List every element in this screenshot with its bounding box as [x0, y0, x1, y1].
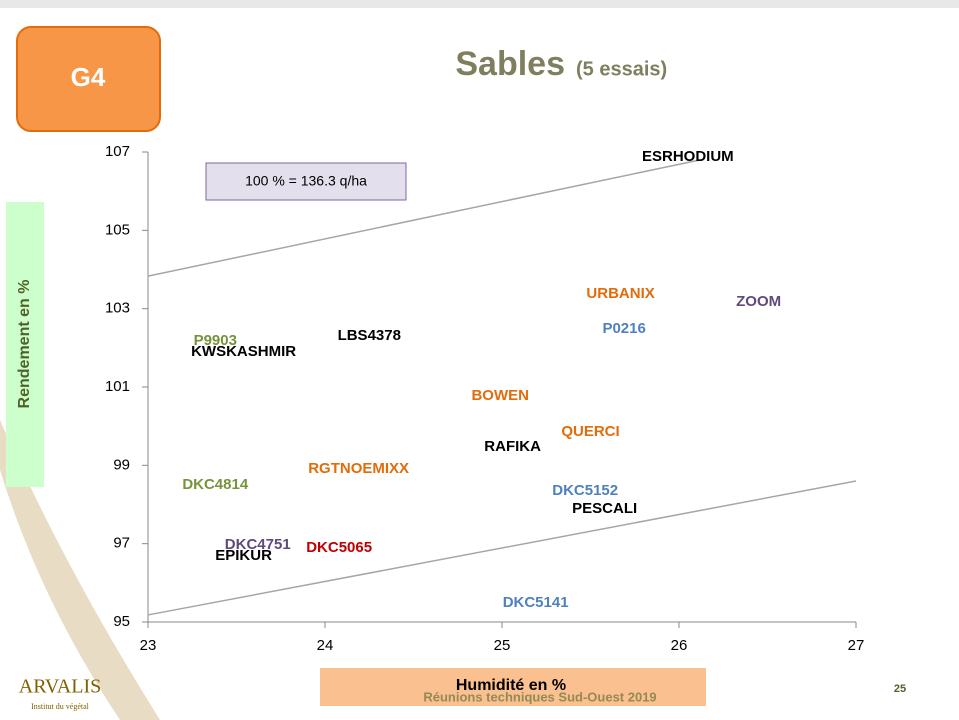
page-number: 25: [894, 683, 906, 695]
y-tick-label: 103: [105, 300, 130, 317]
x-axis-label: Humidité en %: [456, 677, 566, 694]
trend-line: [147, 480, 857, 616]
point-label: DKC4814: [182, 476, 249, 493]
xlabel-box: [320, 668, 706, 706]
point-label: LBS4378: [338, 327, 401, 344]
x-tick-label: 26: [671, 637, 688, 654]
point-label: P9903: [194, 332, 237, 349]
point-label: BOWEN: [471, 387, 529, 404]
title: Sables: [455, 45, 565, 83]
point-label: DKC5065: [306, 539, 372, 556]
point-label: DKC5152: [552, 482, 618, 499]
y-tick-label: 99: [113, 456, 130, 473]
y-tick-label: 97: [113, 535, 130, 552]
title-note: (5 essais): [576, 58, 667, 80]
ylabel-box: [6, 202, 44, 487]
y-tick-label: 105: [105, 221, 130, 238]
point-label: URBANIX: [586, 285, 654, 302]
point-label: RAFIKA: [484, 438, 541, 455]
logo-sub: Institut du végétal: [31, 702, 90, 711]
badge: [16, 26, 161, 132]
y-axis-label: Rendement en %: [16, 280, 33, 409]
point-label: ESRHODIUM: [642, 148, 734, 165]
trend-line: [147, 159, 701, 277]
point-label: P0216: [602, 320, 645, 337]
point-label: RGTNOEMIXX: [308, 460, 409, 477]
x-tick-label: 24: [317, 637, 334, 654]
logo: ARVALIS: [19, 676, 102, 698]
footer: Réunions techniques Sud-Ouest 2019: [423, 689, 656, 704]
top-bar: [0, 0, 959, 8]
point-label: EPIKUR: [215, 547, 272, 564]
point-label: DKC5141: [503, 594, 569, 611]
y-tick-label: 101: [105, 378, 130, 395]
point-label: KWSKASHMIR: [191, 343, 296, 360]
x-tick-label: 27: [848, 637, 865, 654]
y-tick-label: 95: [113, 613, 130, 630]
point-label: QUERCI: [561, 423, 619, 440]
annotation-box: [205, 162, 407, 201]
point-label: ZOOM: [736, 293, 781, 310]
point-label: DKC4751: [225, 536, 291, 553]
x-tick-label: 25: [494, 637, 511, 654]
point-label: PESCALI: [572, 500, 637, 517]
badge-text: G4: [71, 62, 106, 92]
annotation: 100 % = 136.3 q/ha: [245, 173, 367, 189]
x-tick-label: 23: [140, 637, 157, 654]
y-tick-label: 107: [105, 143, 130, 160]
